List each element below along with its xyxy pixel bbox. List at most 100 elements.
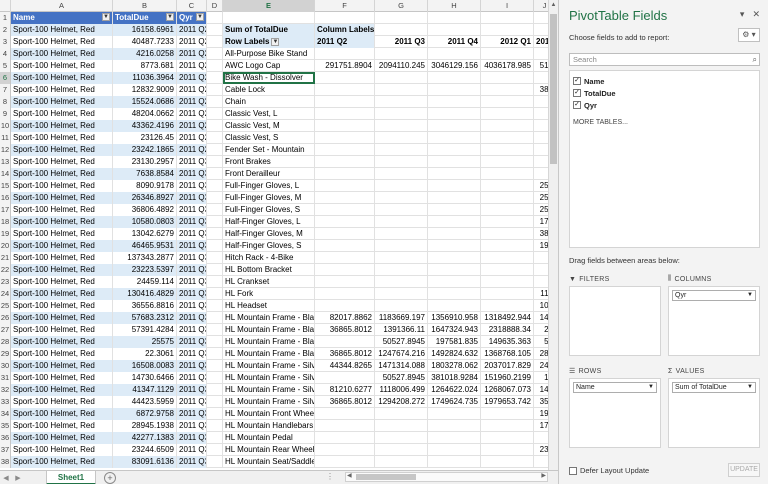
pivot-value[interactable]: 1183669.197 (375, 312, 428, 324)
table-header-name[interactable]: Name ▼ (11, 12, 113, 24)
cell-qyr[interactable]: 2011 Q3 (177, 180, 207, 192)
pivot-row-label[interactable]: Half-Finger Gloves, S (223, 240, 315, 252)
pivot-value[interactable] (428, 132, 481, 144)
row-header[interactable]: 22 (0, 264, 11, 276)
cell-totaldue[interactable]: 16158.6961 (113, 24, 177, 36)
cell-qyr[interactable]: 2011 Q3 (177, 240, 207, 252)
cell-name[interactable]: Sport-100 Helmet, Red (11, 192, 113, 204)
pivot-value[interactable]: 2094110.245 (375, 60, 428, 72)
pivot-row-label[interactable]: All-Purpose Bike Stand (223, 48, 315, 60)
pivot-value[interactable] (428, 72, 481, 84)
pivot-value[interactable] (428, 264, 481, 276)
cell-name[interactable]: Sport-100 Helmet, Red (11, 48, 113, 60)
horizontal-scroll-thumb[interactable] (356, 474, 416, 480)
cell-qyr[interactable]: 2011 Q3 (177, 300, 207, 312)
pivot-value[interactable] (428, 420, 481, 432)
cell-name[interactable]: Sport-100 Helmet, Red (11, 216, 113, 228)
values-field-pill[interactable]: Sum of TotalDue ▼ (672, 382, 756, 393)
row-header[interactable]: 20 (0, 240, 11, 252)
pivot-value[interactable] (428, 432, 481, 444)
cell-name[interactable]: Sport-100 Helmet, Red (11, 288, 113, 300)
column-header-d[interactable]: D (207, 0, 223, 12)
row-header[interactable]: 29 (0, 348, 11, 360)
cell-totaldue[interactable]: 137343.2877 (113, 252, 177, 264)
pivot-row-label[interactable]: HL Mountain Rear Wheel (225, 444, 315, 456)
pivot-row-label[interactable]: HL Mountain Frame - Bla (225, 348, 315, 360)
filter-dropdown-icon[interactable]: ▼ (166, 13, 174, 21)
cell[interactable] (207, 72, 223, 84)
gear-icon[interactable]: ⚙ ▾ (738, 28, 760, 42)
cell[interactable] (207, 300, 223, 312)
row-header[interactable]: 31 (0, 372, 11, 384)
cell[interactable] (207, 12, 223, 24)
cell[interactable] (207, 408, 223, 420)
pivot-value[interactable] (315, 288, 375, 300)
cell-totaldue[interactable]: 23130.2957 (113, 156, 177, 168)
cell[interactable] (223, 12, 315, 24)
pivot-value[interactable] (481, 168, 534, 180)
pivot-value[interactable] (481, 120, 534, 132)
cell[interactable] (207, 336, 223, 348)
pivot-value[interactable] (428, 216, 481, 228)
cell[interactable] (207, 168, 223, 180)
cell-totaldue[interactable]: 11036.3964 (113, 72, 177, 84)
column-header-h[interactable]: H (428, 0, 481, 12)
cell[interactable] (207, 396, 223, 408)
pivot-value[interactable] (428, 84, 481, 96)
pivot-value[interactable]: 1979653.742 (481, 396, 534, 408)
cell-totaldue[interactable]: 8090.9178 (113, 180, 177, 192)
pivot-value[interactable] (375, 252, 428, 264)
pivot-value[interactable] (315, 48, 375, 60)
cell-name[interactable]: Sport-100 Helmet, Red (11, 444, 113, 456)
row-header[interactable]: 16 (0, 192, 11, 204)
cell-name[interactable]: Sport-100 Helmet, Red (11, 240, 113, 252)
pivot-value[interactable]: 1247674.216 (375, 348, 428, 360)
row-header[interactable]: 28 (0, 336, 11, 348)
cell-name[interactable]: Sport-100 Helmet, Red (11, 264, 113, 276)
checkbox-checked-icon[interactable]: ✓ (573, 89, 581, 97)
pivot-value[interactable]: 81210.6277 (315, 384, 375, 396)
pivot-row-label[interactable]: HL Mountain Frame - Silver, 42 (223, 372, 315, 384)
defer-layout-update[interactable]: Defer Layout Update (569, 466, 649, 475)
row-header[interactable]: 7 (0, 84, 11, 96)
scroll-up-icon[interactable]: ▲ (550, 2, 557, 8)
filters-drop-zone[interactable] (569, 286, 661, 356)
cell-name[interactable]: Sport-100 Helmet, Red (11, 84, 113, 96)
cell[interactable] (207, 180, 223, 192)
cell-name[interactable]: Sport-100 Helmet, Red (11, 348, 113, 360)
pivot-value[interactable] (315, 420, 375, 432)
cell-totaldue[interactable]: 12832.9009 (113, 84, 177, 96)
pivot-value[interactable] (315, 216, 375, 228)
pivot-value[interactable]: 2011 Q3 (375, 36, 428, 48)
cell-qyr[interactable]: 2011 Q2 (177, 72, 207, 84)
pivot-value[interactable] (375, 168, 428, 180)
cell[interactable] (207, 240, 223, 252)
chevron-down-icon[interactable]: ▼ (747, 292, 753, 298)
pivot-value[interactable] (375, 408, 428, 420)
row-header[interactable]: 1 (0, 12, 11, 24)
pivot-value[interactable]: 1492824.632 (428, 348, 481, 360)
columns-field-pill[interactable]: Qyr ▼ (672, 290, 756, 301)
column-header-f[interactable]: F (315, 0, 375, 12)
row-header[interactable]: 13 (0, 156, 11, 168)
row-header[interactable]: 26 (0, 312, 11, 324)
pivot-value[interactable] (315, 444, 375, 456)
row-header[interactable]: 10 (0, 120, 11, 132)
cell-totaldue[interactable]: 42277.1383 (113, 432, 177, 444)
cell-qyr[interactable]: 2011 Q3 (177, 408, 207, 420)
pivot-value[interactable] (428, 24, 481, 36)
row-header[interactable]: 33 (0, 396, 11, 408)
cell-totaldue[interactable]: 44423.5959 (113, 396, 177, 408)
cell-qyr[interactable]: 2011 Q3 (177, 348, 207, 360)
cell-name[interactable]: Sport-100 Helmet, Red (11, 96, 113, 108)
pivot-value[interactable] (315, 120, 375, 132)
cell-name[interactable]: Sport-100 Helmet, Red (11, 144, 113, 156)
cell-qyr[interactable]: 2011 Q3 (177, 420, 207, 432)
pivot-row-label[interactable]: HL Mountain Frame - Black, 44 (225, 336, 315, 348)
pivot-row-label[interactable]: HL Mountain Frame - Silv (225, 396, 315, 408)
table-header-totaldue[interactable]: TotalDue ▼ (113, 12, 177, 24)
cell-qyr[interactable]: 2011 Q3 (177, 336, 207, 348)
checkbox-unchecked-icon[interactable] (569, 466, 577, 475)
pivot-row-label[interactable]: HL Headset (223, 300, 315, 312)
